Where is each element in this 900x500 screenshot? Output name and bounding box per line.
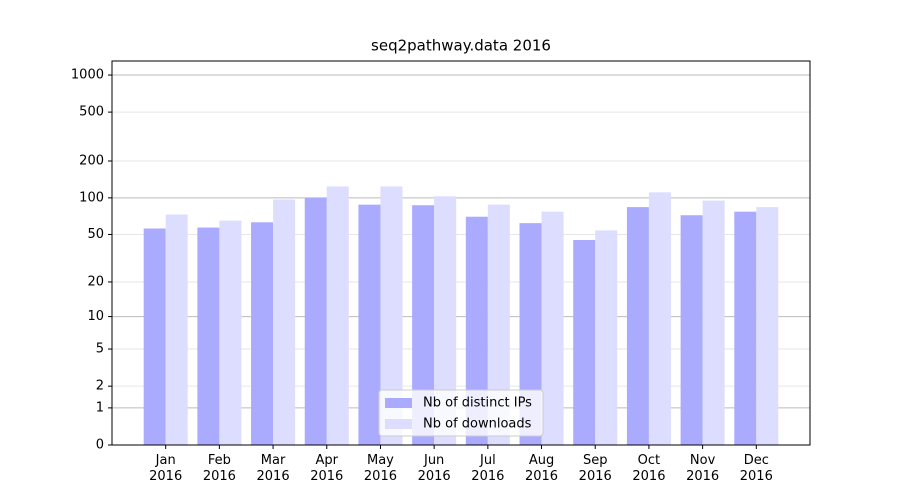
bar	[326, 186, 349, 445]
bar	[487, 204, 510, 445]
legend-label: Nb of distinct IPs	[423, 396, 532, 411]
x-tick-label: Oct 2016	[632, 453, 666, 484]
bar	[756, 207, 779, 445]
bar	[573, 239, 596, 445]
y-tick-label: 100	[79, 190, 104, 205]
y-tick-label: 5	[96, 342, 104, 357]
x-tick-label: Jun 2016	[417, 453, 451, 484]
y-tick-label: 1	[96, 400, 104, 415]
bar	[380, 186, 403, 445]
y-tick-label: 200	[79, 154, 104, 169]
x-tick-label: Apr 2016	[310, 453, 344, 484]
plot-frame	[111, 60, 811, 446]
x-tick-label: Mar 2016	[256, 453, 290, 484]
y-tick-label: 1000	[71, 68, 104, 83]
bar	[702, 200, 725, 445]
bar	[219, 220, 242, 445]
bar	[465, 216, 488, 445]
bar	[251, 222, 274, 445]
x-tick-label: May 2016	[363, 453, 397, 484]
legend-swatch	[385, 398, 412, 408]
bar	[165, 214, 188, 445]
x-tick-label: Feb 2016	[202, 453, 236, 484]
bar	[434, 196, 457, 445]
bar	[541, 211, 564, 445]
bar	[412, 205, 435, 445]
y-tick-label: 10	[87, 309, 104, 324]
bar	[273, 199, 296, 445]
legend-label: Nb of downloads	[423, 417, 532, 432]
x-tick-label: Nov 2016	[686, 453, 720, 484]
x-tick-label: Dec 2016	[739, 453, 773, 484]
y-tick-label: 50	[87, 227, 104, 242]
chart-title: seq2pathway.data 2016	[371, 37, 551, 55]
y-tick-label: 2	[96, 379, 104, 394]
legend-box	[378, 389, 544, 437]
x-tick-label: Sep 2016	[578, 453, 612, 484]
bar	[304, 197, 327, 445]
x-tick-label: Jul 2016	[471, 453, 505, 484]
bar	[197, 227, 220, 445]
bar	[143, 228, 166, 445]
legend-swatch	[385, 419, 412, 429]
y-tick-label: 20	[87, 274, 104, 289]
bar	[648, 192, 671, 445]
bar	[734, 211, 757, 445]
y-tick-label: 0	[96, 438, 104, 453]
bar	[680, 215, 703, 445]
bar	[358, 204, 381, 445]
y-tick-label: 500	[79, 105, 104, 120]
x-tick-label: Jan 2016	[149, 453, 183, 484]
bar	[595, 230, 618, 445]
bar	[626, 207, 649, 445]
x-tick-label: Aug 2016	[524, 453, 559, 484]
